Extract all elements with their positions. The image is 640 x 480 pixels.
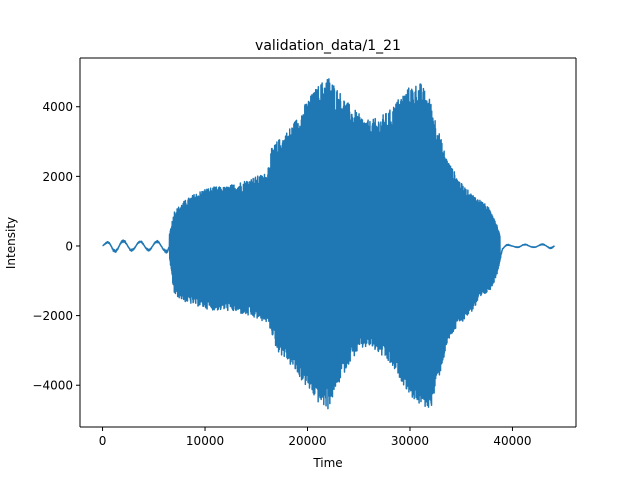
y-tick-label: −4000: [32, 379, 73, 393]
x-axis-ticks: 0 10000 20000 30000 40000: [99, 427, 532, 448]
x-tick-label: 40000: [493, 434, 531, 448]
x-tick-label: 20000: [288, 434, 326, 448]
series-layer: [101, 78, 556, 410]
x-tick-label: 30000: [391, 434, 429, 448]
y-axis-ticks: −4000 −2000 0 2000 4000: [32, 100, 80, 393]
axes-frame: [79, 57, 577, 428]
y-tick-label: −2000: [32, 309, 73, 323]
x-tick-label: 0: [99, 434, 107, 448]
chart-title: validation_data/1_21: [255, 38, 401, 54]
x-axis-label: Time: [312, 456, 342, 470]
y-axis-label: Intensity: [4, 217, 18, 269]
x-tick-label: 10000: [186, 434, 224, 448]
y-tick-label: 4000: [42, 100, 73, 114]
series-line: [101, 78, 556, 410]
y-tick-label: 0: [65, 239, 73, 253]
y-tick-label: 2000: [42, 170, 73, 184]
